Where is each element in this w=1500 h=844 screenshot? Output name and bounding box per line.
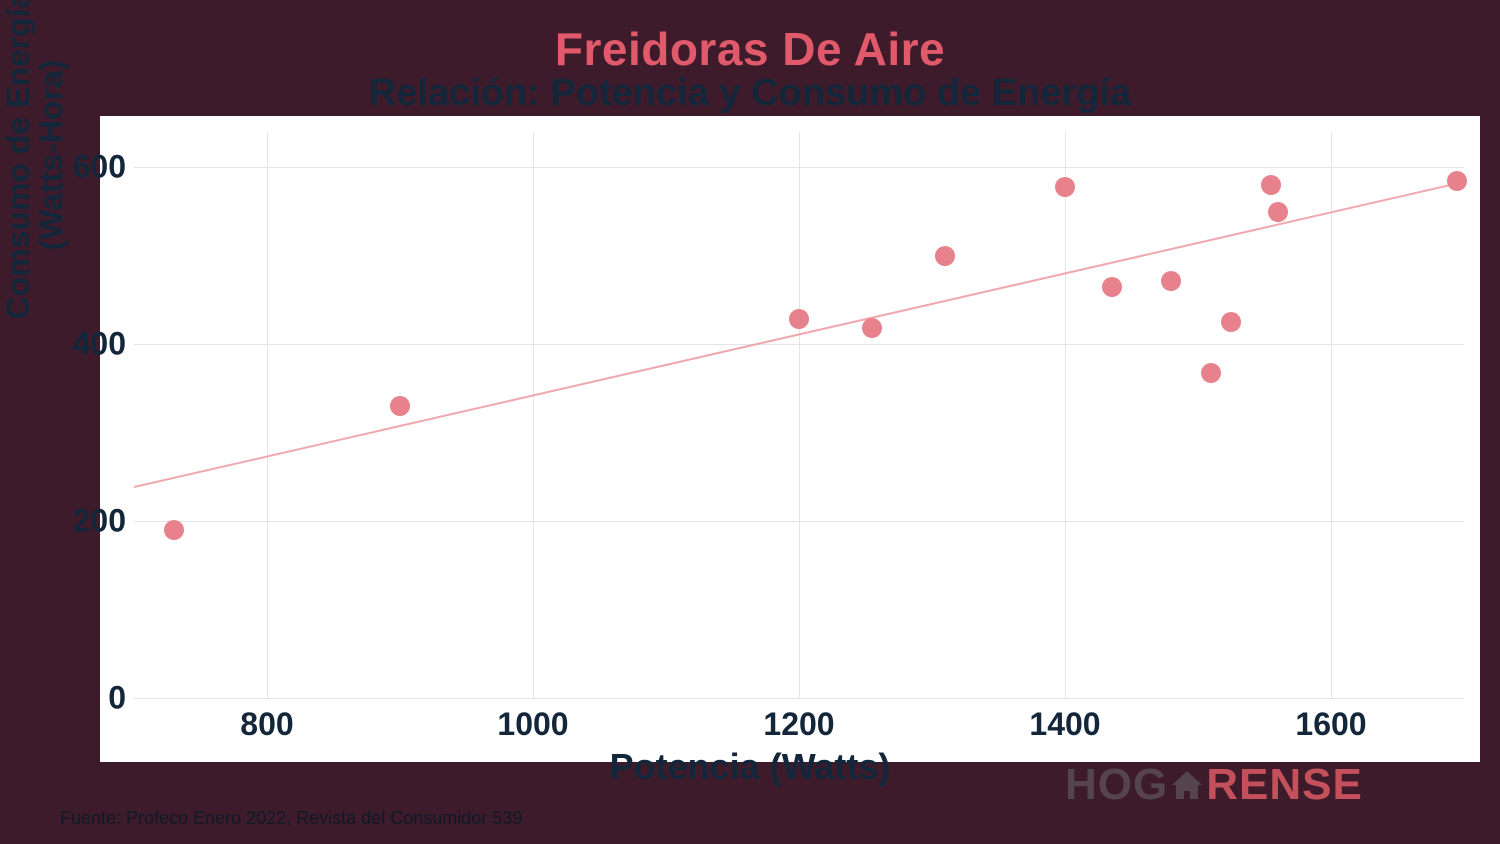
- data-point: [164, 520, 184, 540]
- x-tick-label: 1000: [497, 706, 568, 743]
- gridline-vertical: [533, 132, 534, 698]
- gridline-vertical: [1331, 132, 1332, 698]
- chart-title: Freidoras De Aire: [0, 22, 1500, 76]
- source-citation: Fuente: Profeco Enero 2022, Revista del …: [60, 808, 522, 829]
- y-axis-label: Comsumo de Energía (Watts-Hora): [0, 0, 70, 455]
- y-tick-label: 400: [46, 326, 126, 363]
- y-axis-label-line2: (Watts-Hora): [33, 0, 70, 455]
- title-block: Freidoras De Aire Relación: Potencia y C…: [0, 22, 1500, 115]
- data-point: [1261, 175, 1281, 195]
- gridline-horizontal: [134, 344, 1464, 345]
- chart-subtitle: Relación: Potencia y Consumo de Energía: [0, 72, 1500, 115]
- y-tick-label: 0: [46, 680, 126, 717]
- data-point: [1161, 271, 1181, 291]
- data-point: [1201, 363, 1221, 383]
- gridline-vertical: [267, 132, 268, 698]
- x-tick-label: 800: [240, 706, 293, 743]
- gridline-horizontal: [134, 521, 1464, 522]
- y-axis-label-line1: Comsumo de Energía: [0, 0, 37, 455]
- data-point: [1055, 177, 1075, 197]
- data-point: [1221, 312, 1241, 332]
- gridline-horizontal: [134, 698, 1464, 699]
- data-point: [390, 396, 410, 416]
- x-tick-label: 1600: [1295, 706, 1366, 743]
- data-point: [1102, 277, 1122, 297]
- data-point: [789, 309, 809, 329]
- data-point: [1268, 202, 1288, 222]
- plot-area: [134, 132, 1464, 698]
- logo-part-1: HOG: [1065, 760, 1168, 809]
- gridline-vertical: [1065, 132, 1066, 698]
- gridline-vertical: [799, 132, 800, 698]
- chart-area: 80010001200140016000200400600: [100, 116, 1480, 762]
- x-tick-label: 1400: [1029, 706, 1100, 743]
- y-tick-label: 200: [46, 503, 126, 540]
- x-tick-label: 1200: [763, 706, 834, 743]
- data-point: [862, 318, 882, 338]
- y-tick-label: 600: [46, 149, 126, 186]
- brand-logo: HOG RENSE: [1065, 760, 1363, 810]
- data-point: [935, 246, 955, 266]
- house-icon: [1168, 769, 1206, 803]
- logo-part-2: RENSE: [1206, 760, 1363, 809]
- gridline-horizontal: [134, 167, 1464, 168]
- data-point: [1447, 171, 1467, 191]
